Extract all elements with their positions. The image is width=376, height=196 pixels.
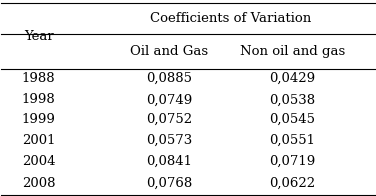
Text: 0,0768: 0,0768 xyxy=(146,177,193,190)
Text: 0,0545: 0,0545 xyxy=(270,113,315,126)
Text: 0,0429: 0,0429 xyxy=(270,72,315,85)
Text: 1999: 1999 xyxy=(22,113,56,126)
Text: 1998: 1998 xyxy=(22,93,56,106)
Text: 1988: 1988 xyxy=(22,72,56,85)
Text: Oil and Gas: Oil and Gas xyxy=(130,45,208,58)
Text: 0,0573: 0,0573 xyxy=(146,134,193,147)
Text: 0,0841: 0,0841 xyxy=(146,155,193,168)
Text: Year: Year xyxy=(24,30,54,43)
Text: 2008: 2008 xyxy=(22,177,56,190)
Text: 0,0719: 0,0719 xyxy=(269,155,315,168)
Text: 0,0885: 0,0885 xyxy=(146,72,193,85)
Text: 2001: 2001 xyxy=(22,134,56,147)
Text: 2004: 2004 xyxy=(22,155,56,168)
Text: 0,0622: 0,0622 xyxy=(270,177,315,190)
Text: 0,0749: 0,0749 xyxy=(146,93,193,106)
Text: 0,0538: 0,0538 xyxy=(270,93,315,106)
Text: Coefficients of Variation: Coefficients of Variation xyxy=(150,12,312,25)
Text: 0,0551: 0,0551 xyxy=(270,134,315,147)
Text: Non oil and gas: Non oil and gas xyxy=(240,45,345,58)
Text: 0,0752: 0,0752 xyxy=(146,113,193,126)
